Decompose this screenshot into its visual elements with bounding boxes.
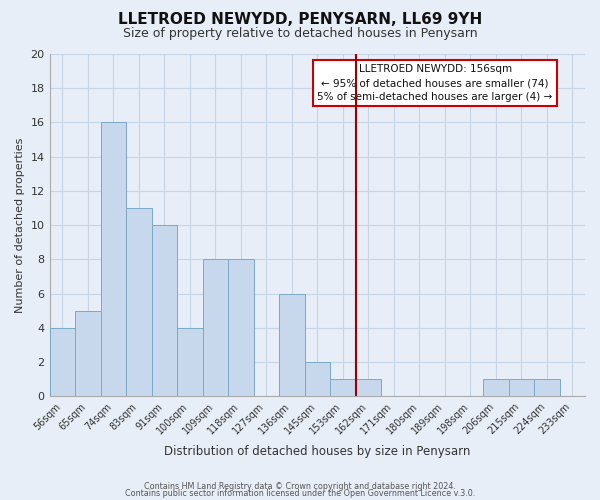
Bar bbox=[126, 208, 152, 396]
Bar bbox=[203, 260, 228, 396]
Bar bbox=[534, 380, 560, 396]
Bar bbox=[483, 380, 509, 396]
Bar bbox=[50, 328, 75, 396]
Bar bbox=[356, 380, 381, 396]
Text: LLETROED NEWYDD: 156sqm
← 95% of detached houses are smaller (74)
5% of semi-det: LLETROED NEWYDD: 156sqm ← 95% of detache… bbox=[317, 64, 553, 102]
Bar bbox=[101, 122, 126, 396]
Bar bbox=[75, 311, 101, 396]
Text: Contains public sector information licensed under the Open Government Licence v.: Contains public sector information licen… bbox=[125, 490, 475, 498]
Bar bbox=[305, 362, 330, 396]
Bar bbox=[509, 380, 534, 396]
Text: Size of property relative to detached houses in Penysarn: Size of property relative to detached ho… bbox=[122, 28, 478, 40]
Bar bbox=[228, 260, 254, 396]
Bar bbox=[177, 328, 203, 396]
Text: Contains HM Land Registry data © Crown copyright and database right 2024.: Contains HM Land Registry data © Crown c… bbox=[144, 482, 456, 491]
X-axis label: Distribution of detached houses by size in Penysarn: Distribution of detached houses by size … bbox=[164, 444, 470, 458]
Bar bbox=[330, 380, 356, 396]
Bar bbox=[279, 294, 305, 397]
Text: LLETROED NEWYDD, PENYSARN, LL69 9YH: LLETROED NEWYDD, PENYSARN, LL69 9YH bbox=[118, 12, 482, 28]
Bar bbox=[152, 225, 177, 396]
Y-axis label: Number of detached properties: Number of detached properties bbox=[15, 138, 25, 313]
